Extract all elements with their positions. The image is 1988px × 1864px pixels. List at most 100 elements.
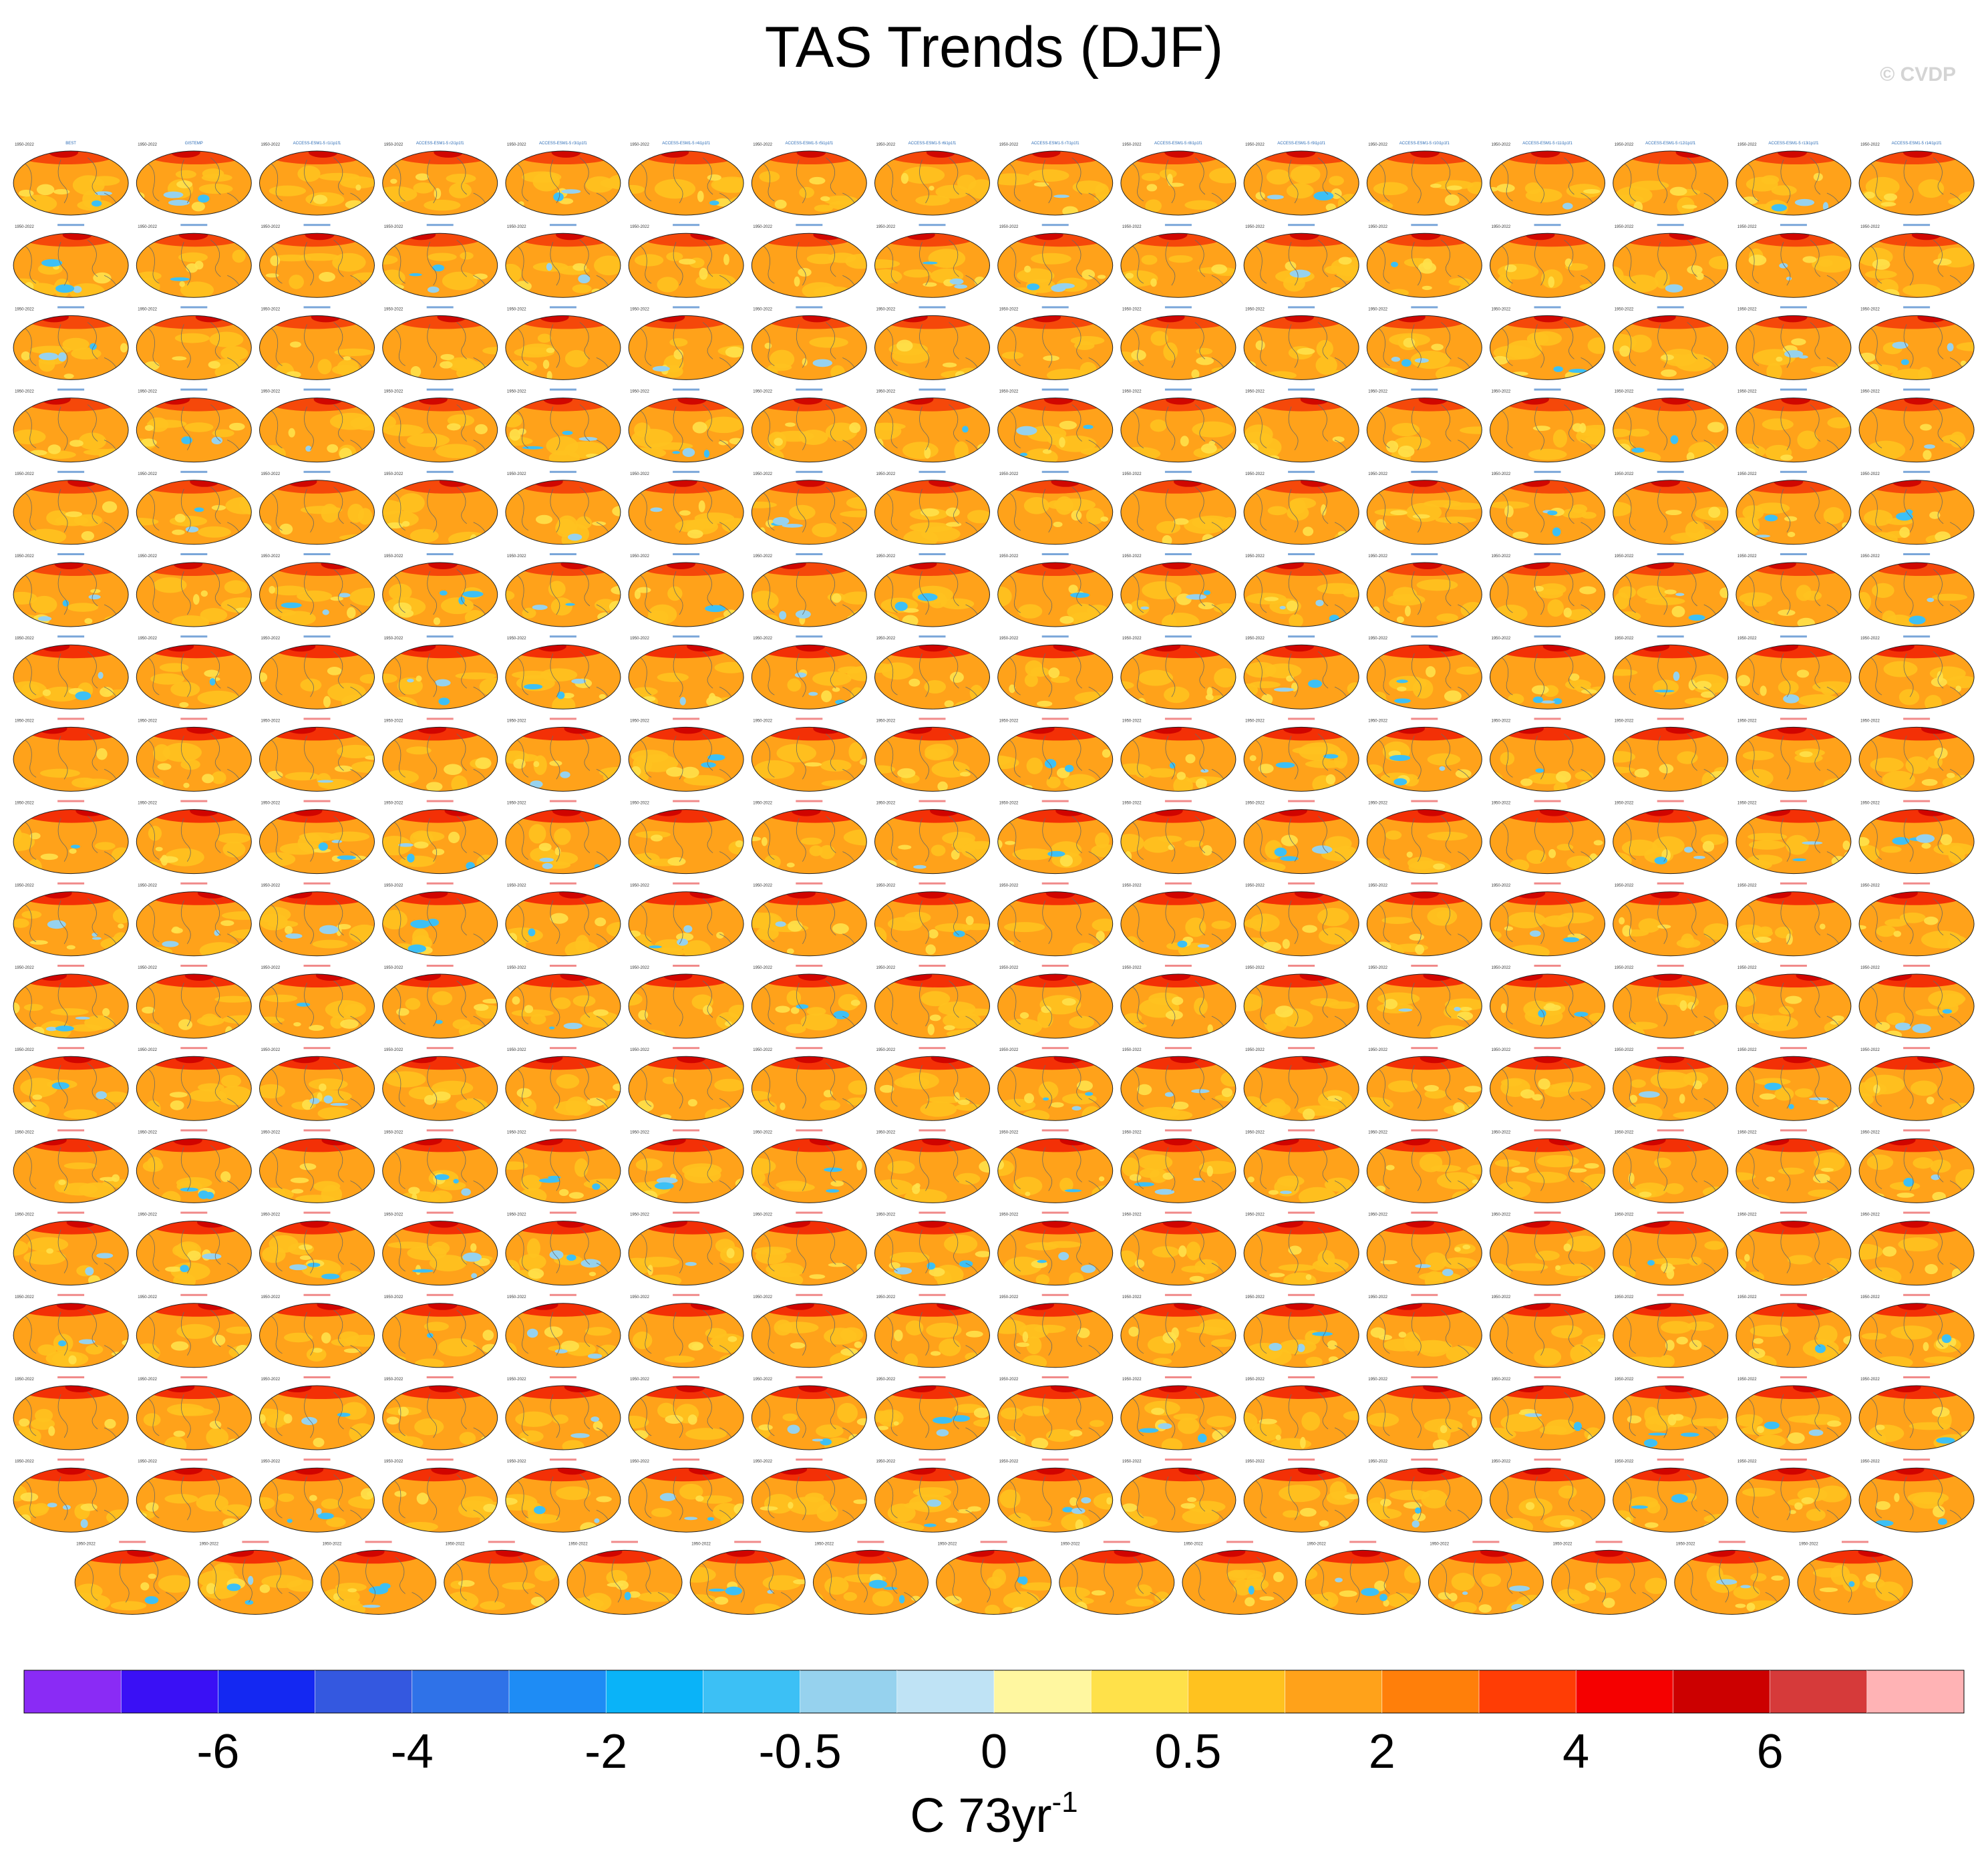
map-panel: 1950-2022 [136,635,252,710]
panel-title-mark [1780,388,1807,391]
map-panel: 1950-2022 [259,553,375,627]
map-panel: 1950-2022 [1797,1541,1913,1615]
map-panel: 1950-2022 [382,882,498,957]
panel-period-label: 1950-2022 [1492,1295,1511,1299]
panel-title-mark [673,1293,700,1296]
panel-period-label: 1950-2022 [1676,1542,1695,1546]
panel-period-label: 1950-2022 [1492,307,1511,311]
panel-period-label: 1950-2022 [1368,555,1387,559]
panel-title-mark [1411,1458,1438,1461]
map-panel: 1950-2022 ACCESS-ESM1-5 r10i1p1f1 [1366,142,1482,216]
panel-title-mark [57,1293,85,1296]
panel-title-mark [1903,800,1931,802]
panel-title-mark [57,718,85,720]
panel-period-label: 1950-2022 [1122,390,1142,394]
map-panel: 1950-2022 [505,306,621,380]
map-panel: 1950-2022 [1490,470,1605,545]
panel-period-label: 1950-2022 [1737,802,1757,806]
panel-title-mark [919,1376,946,1378]
colorbar-bin [703,1670,801,1713]
panel-period-label: 1950-2022 [384,472,403,476]
panel-period-label: 1950-2022 [261,966,281,970]
panel-period-label: 1950-2022 [753,555,772,559]
map-panel: 1950-2022 [259,718,375,792]
panel-title-mark [1903,1376,1931,1378]
panel-period-label: 1950-2022 [1122,719,1142,723]
map-panel: 1950-2022 [566,1541,683,1615]
panel-period-label: 1950-2022 [630,884,649,888]
panel-period-label: 1950-2022 [999,390,1019,394]
panel-period-label: 1950-2022 [15,472,34,476]
panel-period-label: 1950-2022 [384,1213,403,1217]
panel-period-label: 1950-2022 [1492,143,1511,147]
map-panel: 1950-2022 [874,1376,990,1450]
map-panel: 1950-2022 [1490,1376,1605,1450]
panel-period-label: 1950-2022 [138,225,157,229]
map-panel: 1950-2022 [1366,965,1482,1039]
map-panel: 1950-2022 [751,470,867,545]
map-panel: 1950-2022 [1243,388,1359,463]
panel-title-mark [1657,470,1684,473]
map-panel: 1950-2022 [1858,965,1975,1039]
map-panel: 1950-2022 [1613,306,1729,380]
panel-title-mark [1288,718,1315,720]
panel-period-label: 1950-2022 [1737,1130,1757,1134]
panel-title-mark [1780,470,1807,473]
panel-title-mark [180,470,208,473]
panel-title-mark [1164,800,1192,802]
panel-period-label: 1950-2022 [876,1295,896,1299]
panel-period-label: 1950-2022 [876,555,896,559]
panel-title-mark [1041,1458,1069,1461]
panel-period-label: 1950-2022 [1368,472,1387,476]
map-panel: 1950-2022 [1490,965,1605,1039]
panel-period-label: 1950-2022 [507,1048,526,1052]
panel-period-label: 1950-2022 [1245,225,1265,229]
panel-title-mark [1903,718,1931,720]
map-panel: 1950-2022 [751,388,867,463]
map-panel: 1950-2022 [1243,882,1359,957]
map-panel: 1950-2022 [1243,470,1359,545]
panel-period-label: 1950-2022 [1860,1460,1880,1464]
panel-title-mark [796,635,823,638]
map-panel: 1950-2022 [1120,388,1236,463]
panel-title-mark [796,1458,823,1461]
panel-title-mark [919,882,946,885]
panel-title-mark [1903,882,1931,885]
map-panel: 1950-2022 [1490,306,1605,380]
panel-period-label: 1950-2022 [1615,390,1634,394]
map-panel: 1950-2022 [505,1047,621,1121]
colorbar-tick-label: 6 [1757,1725,1784,1778]
panel-period-label: 1950-2022 [630,143,649,147]
panel-period-label: 1950-2022 [1860,143,1880,147]
map-panel: 1950-2022 [874,306,990,380]
map-panel: 1950-2022 [1735,882,1852,957]
panel-title-mark [549,306,576,309]
map-panel: 1950-2022 [874,224,990,298]
panel-period-label: 1950-2022 [876,1048,896,1052]
panel-period-label: 1950-2022 [1492,802,1511,806]
panel-period-label: 1950-2022 [138,802,157,806]
panel-title-mark [242,1541,269,1543]
panel-title-mark [1041,1293,1069,1296]
map-panel: 1950-2022 [1858,882,1975,957]
panel-title-mark [1288,1458,1315,1461]
panel-period-label: 1950-2022 [1615,1213,1634,1217]
map-panel: 1950-2022 [874,718,990,792]
panel-title-mark [1411,224,1438,226]
map-panel: 1950-2022 [259,1129,375,1203]
panel-period-label: 1950-2022 [1615,555,1634,559]
map-panel: 1950-2022 [259,635,375,710]
map-panel: 1950-2022 ACCESS-ESM1-5 r6i1p1f1 [874,142,990,216]
panel-period-label: 1950-2022 [1737,390,1757,394]
map-panel: 1950-2022 ACCESS-ESM1-5 r1i1p1f1 [259,142,375,216]
panel-period-label: 1950-2022 [876,390,896,394]
panel-title-mark [796,1129,823,1132]
panel-period-label: 1950-2022 [1492,1048,1511,1052]
map-panel: 1950-2022 [628,224,744,298]
panel-period-label: 1950-2022 [261,637,281,641]
map-panel: 1950-2022 [505,1458,621,1533]
panel-title-mark [1411,882,1438,885]
panel-title-mark [426,388,454,391]
map-panel: 1950-2022 [874,388,990,463]
map-panel: 1950-2022 [1490,1129,1605,1203]
